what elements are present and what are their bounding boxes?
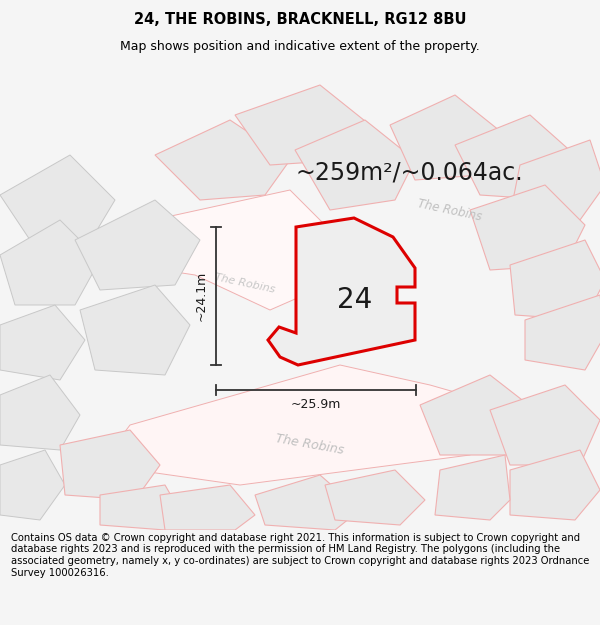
Text: 24: 24 bbox=[337, 286, 373, 314]
Polygon shape bbox=[268, 218, 415, 365]
Text: The Robins: The Robins bbox=[275, 432, 345, 457]
Text: Contains OS data © Crown copyright and database right 2021. This information is : Contains OS data © Crown copyright and d… bbox=[11, 533, 589, 578]
Polygon shape bbox=[510, 240, 600, 320]
Polygon shape bbox=[100, 485, 185, 530]
Polygon shape bbox=[100, 365, 500, 485]
Polygon shape bbox=[235, 85, 370, 165]
Text: ~24.1m: ~24.1m bbox=[195, 271, 208, 321]
Text: Map shows position and indicative extent of the property.: Map shows position and indicative extent… bbox=[120, 39, 480, 52]
Polygon shape bbox=[470, 185, 585, 270]
Polygon shape bbox=[325, 470, 425, 525]
Polygon shape bbox=[510, 140, 600, 220]
Polygon shape bbox=[0, 375, 80, 450]
Polygon shape bbox=[155, 120, 290, 200]
Polygon shape bbox=[390, 95, 505, 180]
Polygon shape bbox=[0, 220, 100, 305]
Polygon shape bbox=[420, 375, 535, 455]
Polygon shape bbox=[75, 200, 200, 290]
Polygon shape bbox=[160, 485, 255, 530]
Polygon shape bbox=[0, 155, 115, 250]
Polygon shape bbox=[80, 285, 190, 375]
Text: The Robins: The Robins bbox=[416, 197, 484, 223]
Polygon shape bbox=[455, 115, 575, 200]
Text: ~25.9m: ~25.9m bbox=[291, 398, 341, 411]
Polygon shape bbox=[255, 475, 360, 530]
Polygon shape bbox=[490, 385, 600, 465]
Polygon shape bbox=[130, 190, 350, 310]
Text: 24, THE ROBINS, BRACKNELL, RG12 8BU: 24, THE ROBINS, BRACKNELL, RG12 8BU bbox=[134, 12, 466, 27]
Polygon shape bbox=[60, 430, 160, 500]
Polygon shape bbox=[0, 450, 65, 520]
Text: ~259m²/~0.064ac.: ~259m²/~0.064ac. bbox=[295, 161, 523, 185]
Polygon shape bbox=[510, 450, 600, 520]
Polygon shape bbox=[0, 305, 85, 380]
Text: The Robins: The Robins bbox=[214, 272, 276, 294]
Polygon shape bbox=[295, 120, 415, 210]
Polygon shape bbox=[435, 455, 510, 520]
Polygon shape bbox=[525, 295, 600, 370]
